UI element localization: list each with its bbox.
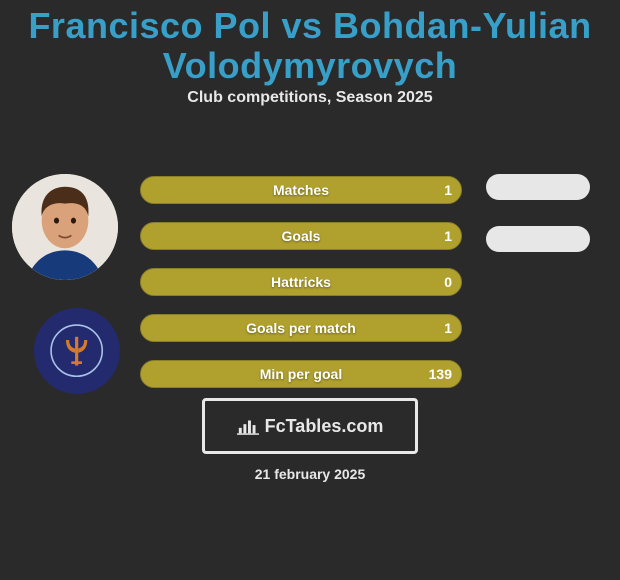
page-title: Francisco Pol vs Bohdan-Yulian Volodymyr… xyxy=(0,0,620,89)
stat-row-matches: Matches 1 xyxy=(140,176,462,204)
stat-label: Matches xyxy=(140,176,462,204)
source-badge-text: FcTables.com xyxy=(265,416,384,437)
opponent-pill xyxy=(486,174,590,200)
stat-value: 0 xyxy=(444,268,452,296)
player1-avatar xyxy=(12,174,118,280)
stat-label: Goals per match xyxy=(140,314,462,342)
avatar1-eye-r xyxy=(71,218,76,224)
subtitle: Club competitions, Season 2025 xyxy=(0,89,620,107)
stats-bars: Matches 1 Goals 1 Hattricks 0 Goals per … xyxy=(140,176,462,406)
trident-icon xyxy=(66,337,87,366)
source-badge: FcTables.com xyxy=(202,398,418,454)
stat-value: 139 xyxy=(429,360,452,388)
stat-label: Hattricks xyxy=(140,268,462,296)
stat-row-goals-per-match: Goals per match 1 xyxy=(140,314,462,342)
stat-value: 1 xyxy=(444,314,452,342)
stat-row-goals: Goals 1 xyxy=(140,222,462,250)
comparison-infographic: Francisco Pol vs Bohdan-Yulian Volodymyr… xyxy=(0,0,620,580)
stat-row-min-per-goal: Min per goal 139 xyxy=(140,360,462,388)
avatar1-eye-l xyxy=(54,218,59,224)
report-date: 21 february 2025 xyxy=(0,466,620,482)
stat-label: Goals xyxy=(140,222,462,250)
bar-chart-icon xyxy=(237,416,259,436)
player1-avatar-svg xyxy=(12,174,118,280)
opponent-pill xyxy=(486,226,590,252)
stat-value: 1 xyxy=(444,222,452,250)
team-logo-svg xyxy=(50,324,103,377)
stat-label: Min per goal xyxy=(140,360,462,388)
stat-row-hattricks: Hattricks 0 xyxy=(140,268,462,296)
opponent-pills xyxy=(486,174,606,278)
player2-team-logo xyxy=(34,308,120,394)
stat-value: 1 xyxy=(444,176,452,204)
